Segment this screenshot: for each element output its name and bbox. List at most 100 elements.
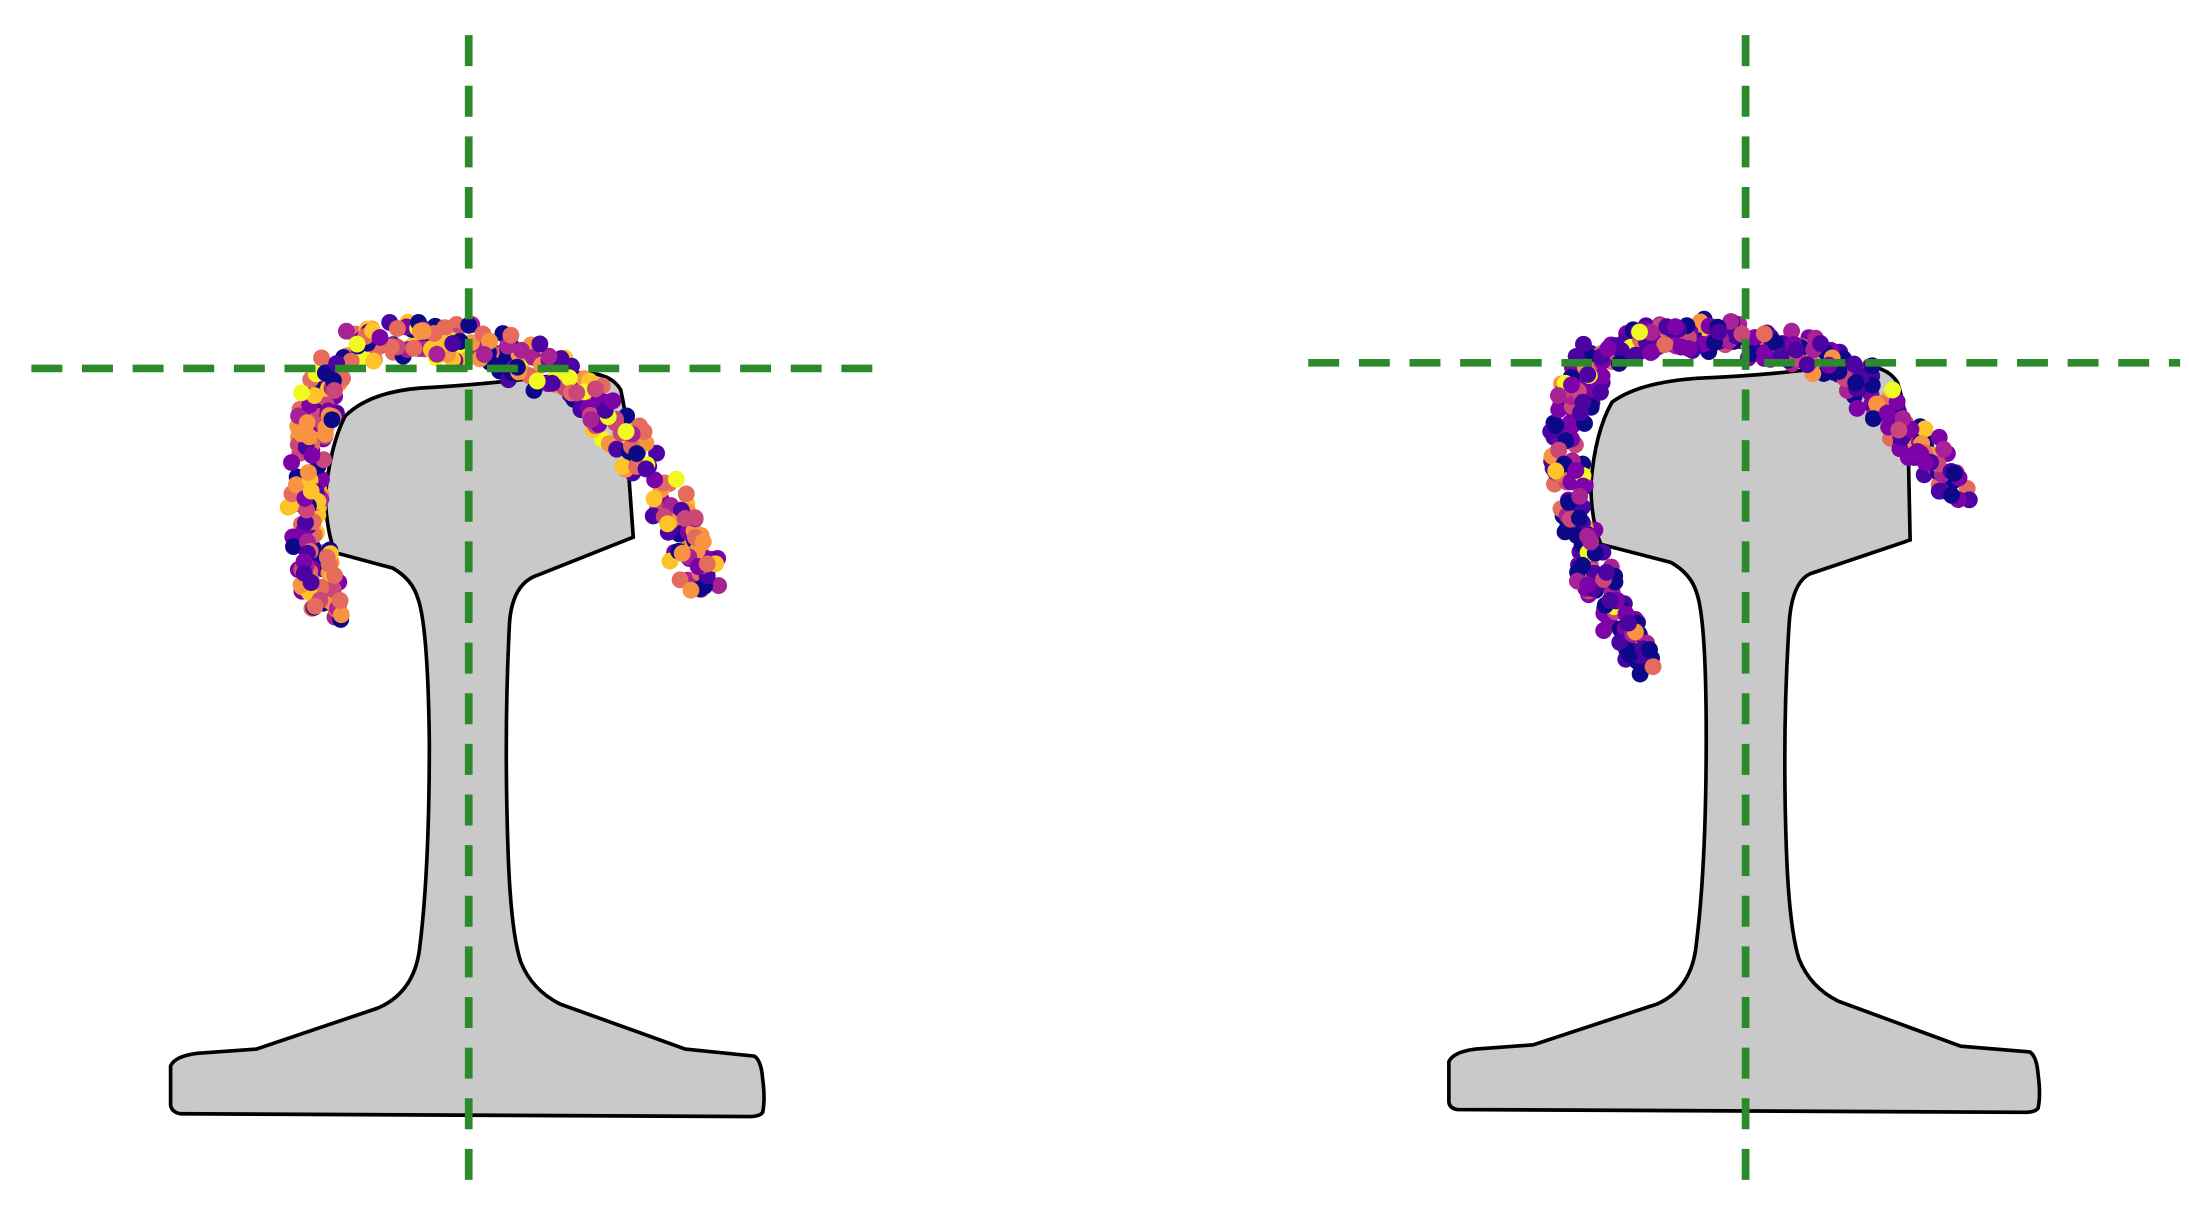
contact-particle <box>677 485 695 503</box>
contact-particle <box>1611 633 1629 651</box>
contact-particle <box>388 320 406 337</box>
contact-particle <box>1917 454 1934 472</box>
contact-particle <box>325 382 343 399</box>
contact-particle <box>1579 366 1597 383</box>
contact-particle <box>582 411 600 429</box>
contact-particle <box>306 597 324 615</box>
contact-particle <box>1878 404 1896 422</box>
contact-particle <box>405 339 423 357</box>
contact-particle <box>475 346 493 363</box>
contact-particle <box>1549 387 1567 405</box>
contact-particle <box>302 482 320 500</box>
contact-particle <box>299 464 317 481</box>
contact-particle <box>1890 421 1908 439</box>
contact-particle <box>283 454 300 471</box>
contact-particle <box>295 564 313 582</box>
contact-particle <box>1621 646 1638 664</box>
contact-particle <box>348 335 366 353</box>
contact-particle <box>1599 340 1617 358</box>
contact-particle <box>1592 383 1609 401</box>
left-contact-particles <box>279 313 728 628</box>
contact-particle <box>608 440 626 458</box>
contact-particle <box>682 581 700 599</box>
contact-particle <box>1642 344 1660 361</box>
contact-particle <box>1550 441 1568 459</box>
contact-particle <box>617 423 635 441</box>
contact-particle <box>1756 344 1774 362</box>
right-contact-particles <box>1542 310 1978 683</box>
contact-particle <box>1733 325 1751 343</box>
left-rail-panel <box>31 35 890 1193</box>
contact-particle <box>648 444 666 462</box>
contact-particle <box>365 352 382 370</box>
contact-particle <box>1579 576 1597 594</box>
contact-particle <box>331 592 349 609</box>
contact-particle <box>1787 341 1805 359</box>
contact-particle <box>1575 335 1592 353</box>
contact-particle <box>1641 641 1658 659</box>
contact-particle <box>306 387 323 405</box>
contact-particle <box>1598 563 1615 581</box>
contact-particle <box>1864 410 1882 428</box>
contact-particle <box>694 533 712 551</box>
contact-particle <box>313 349 330 367</box>
contact-particle <box>1916 420 1934 438</box>
contact-particle <box>1935 440 1953 458</box>
contact-particle <box>323 411 341 429</box>
contact-particle <box>1812 335 1829 352</box>
right-guide-lines <box>1308 35 2181 1193</box>
contact-particle <box>337 322 355 340</box>
contact-particle <box>1570 509 1588 527</box>
contact-particle <box>1593 367 1611 385</box>
contact-particle <box>1845 355 1863 373</box>
contact-particle <box>502 326 520 344</box>
contact-particle <box>1567 461 1585 479</box>
contact-particle <box>673 544 691 562</box>
contact-particle <box>1722 313 1740 331</box>
contact-particle <box>297 514 314 532</box>
contact-particle <box>698 555 716 573</box>
contact-particle <box>1574 393 1592 411</box>
contact-particle <box>1644 658 1662 676</box>
contact-particle <box>667 470 685 488</box>
contact-particle <box>628 445 646 462</box>
contact-particle <box>300 428 318 446</box>
contact-particle <box>1666 318 1684 336</box>
left-guide-lines <box>31 35 890 1193</box>
contact-particle <box>481 332 498 350</box>
contact-particle <box>371 329 389 346</box>
contact-particle <box>1798 356 1816 374</box>
contact-particle <box>320 555 338 573</box>
contact-particle <box>1595 622 1613 639</box>
contact-particle <box>710 577 728 594</box>
contact-particle <box>460 316 478 334</box>
contact-particle <box>586 380 604 398</box>
contact-particle <box>293 384 310 402</box>
contact-particle <box>295 553 313 570</box>
contact-particle <box>1656 336 1674 353</box>
contact-particle <box>614 458 632 475</box>
contact-particle <box>637 460 655 478</box>
contact-particle <box>303 446 321 464</box>
contact-particle <box>1672 338 1690 356</box>
contact-particle <box>1884 381 1901 399</box>
contact-particle <box>1547 462 1565 480</box>
contact-particle <box>540 347 558 365</box>
contact-particle <box>1631 323 1648 341</box>
right-rail-panel <box>1308 35 2181 1193</box>
contact-particle <box>316 425 334 443</box>
contact-particle <box>560 369 578 387</box>
contact-particle <box>382 338 400 356</box>
contact-particle <box>1574 556 1591 574</box>
contact-particle <box>287 476 305 494</box>
contact-particle <box>1547 417 1565 435</box>
contact-particle <box>531 335 549 353</box>
contact-particle <box>1710 323 1728 341</box>
contact-particle <box>1847 374 1865 392</box>
contact-particle <box>1904 446 1922 464</box>
contact-particle <box>1571 487 1589 505</box>
contact-particle <box>659 515 676 533</box>
contact-particle <box>285 538 302 556</box>
contact-particle <box>1601 592 1619 609</box>
